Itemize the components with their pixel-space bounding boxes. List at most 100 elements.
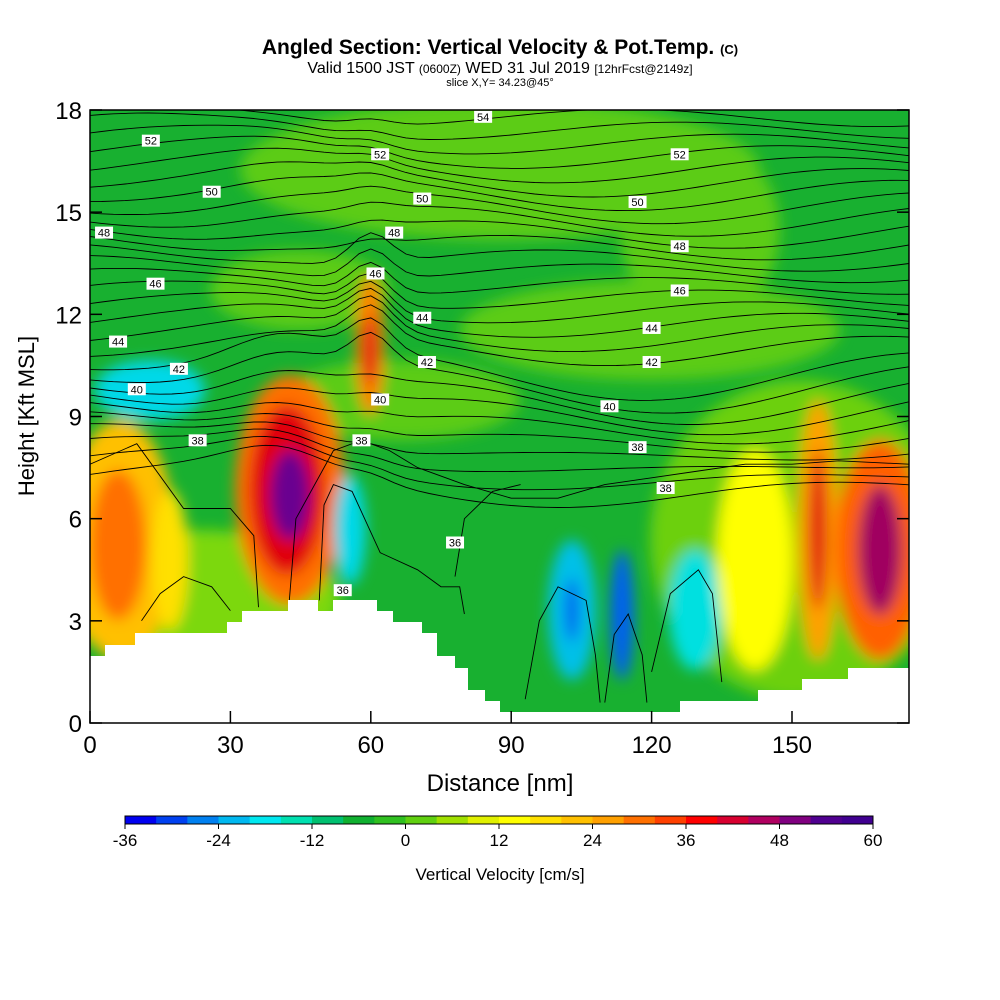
theta-label: 46 (670, 284, 689, 297)
theta-label-text: 52 (145, 136, 157, 148)
colorbar-tick-label: 0 (401, 831, 410, 850)
title-unit: (C) (720, 42, 739, 57)
theta-contour-line (90, 435, 909, 491)
theta-label: 38 (628, 441, 647, 454)
theta-label-text: 40 (131, 384, 143, 396)
colorbar-bin (499, 816, 531, 824)
colorbar-tick-label: 12 (490, 831, 509, 850)
colorbar-bin (280, 816, 313, 824)
theta-label-text: 50 (416, 194, 428, 206)
theta-contour-line (90, 261, 909, 295)
colorbar-bin (218, 816, 251, 824)
theta-label: 38 (656, 482, 675, 495)
theta-label-text: 48 (98, 228, 110, 240)
theta-label-text: 48 (388, 228, 400, 240)
theta-label-box (656, 482, 675, 495)
chart-title: Angled Section: Vertical Velocity & Pot.… (0, 36, 1000, 60)
theta-contour-line (90, 444, 909, 508)
theta-label: 48 (670, 240, 689, 253)
theta-contour-line (90, 234, 909, 261)
colorbar-bin (779, 816, 812, 824)
theta-label: 44 (109, 335, 128, 349)
x-tick-label: 90 (498, 732, 525, 759)
theta-contour-line (286, 439, 909, 635)
theta-label-text: 40 (603, 401, 615, 413)
downdraft-core (95, 360, 205, 420)
theta-label-text: 48 (674, 241, 686, 253)
theta-label-box (366, 267, 385, 280)
theta-label-box (474, 110, 493, 123)
theta-label: 44 (413, 311, 432, 325)
colorbar-bin (530, 816, 562, 824)
theta-label: 50 (628, 195, 647, 209)
colorbar-bin (156, 816, 188, 824)
theta-contour-line (90, 272, 909, 309)
colorbar-tick-label: 36 (677, 831, 696, 850)
theta-contour-line (90, 112, 909, 140)
valid-utc: (0600Z) (418, 62, 461, 76)
colorbar-bin (686, 816, 718, 824)
theta-label-box (670, 240, 689, 253)
downdraft-core (669, 550, 721, 670)
pot-temp-contours (90, 110, 909, 703)
colorbar-tick-label: -36 (113, 831, 138, 850)
colorbar-label: Vertical Velocity [cm/s] (415, 865, 584, 884)
colorbar-tick-label: 24 (583, 831, 602, 850)
theta-contour-line (90, 280, 909, 324)
colorbar-tick-label: -24 (206, 831, 231, 850)
theta-label-text: 40 (374, 394, 386, 406)
colorbar-bin (187, 816, 219, 824)
theta-contour-line (90, 124, 909, 155)
theta-label-box (169, 362, 188, 375)
slice-info: slice X,Y= 34.23@45° (446, 77, 554, 89)
theta-contour-line (141, 576, 231, 622)
theta-contour-line (90, 370, 909, 425)
theta-label-box (333, 584, 352, 597)
theta-label: 50 (202, 185, 221, 199)
theta-contour-line (90, 287, 909, 338)
theta-label-text: 38 (631, 442, 643, 454)
updraft-core (717, 450, 793, 670)
theta-label-box (385, 226, 404, 239)
theta-contour-line (90, 232, 909, 272)
theta-label: 40 (127, 383, 146, 396)
x-tick-label: 0 (83, 732, 96, 759)
colorbar-bin (717, 816, 749, 824)
theta-label: 40 (371, 393, 390, 406)
theta-label-text: 44 (645, 323, 657, 335)
theta-contour-line (90, 304, 909, 367)
theta-contour-line (90, 387, 909, 436)
theta-label-text: 36 (449, 538, 461, 550)
theta-label-box (109, 335, 128, 348)
light-green-region (620, 140, 780, 320)
colorbar-tick-label: 48 (770, 831, 789, 850)
x-tick-label: 60 (357, 732, 384, 759)
colorbar-tick-label: 60 (864, 831, 883, 850)
theta-contour-line (90, 331, 909, 414)
colorbar-bin (467, 816, 500, 824)
theta-label-box (141, 134, 160, 147)
theta-label-text: 42 (421, 357, 433, 369)
theta-label-box (417, 356, 436, 369)
chart-subtitle: Valid 1500 JST (0600Z) WED 31 Jul 2019 [… (0, 60, 1000, 78)
theta-label-box (642, 356, 661, 369)
theta-label-box (371, 148, 390, 161)
title-text: Angled Section: Vertical Velocity & Pot.… (261, 36, 715, 59)
theta-label: 36 (333, 584, 352, 597)
theta-contour-line (90, 248, 909, 284)
y-tick-label: 9 (69, 405, 82, 432)
theta-label-text: 44 (416, 313, 428, 325)
x-tick-label: 30 (217, 732, 244, 759)
colorbar-bin (405, 816, 438, 824)
colorbar-bin (748, 816, 780, 824)
theta-label-text: 36 (337, 585, 349, 597)
theta-label-text: 46 (674, 285, 686, 297)
forecast-info: [12hrFcst@2149z] (594, 62, 693, 76)
y-tick-label: 12 (55, 302, 82, 329)
colorbar-bin (374, 816, 406, 824)
theta-label-text: 52 (374, 149, 386, 161)
x-tick-label: 120 (632, 732, 672, 759)
theta-contour-line (90, 135, 909, 169)
theta-label: 44 (642, 321, 661, 335)
